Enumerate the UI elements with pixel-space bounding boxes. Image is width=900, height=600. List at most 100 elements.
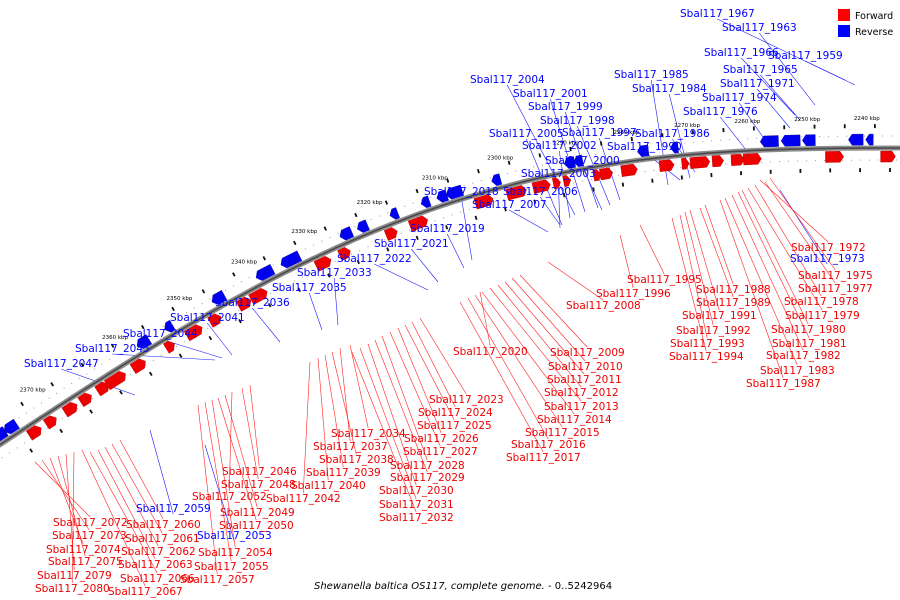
reverse-gene-label: Sbal117_1976 xyxy=(683,106,758,118)
reverse-gene xyxy=(637,144,650,158)
forward-gene-label: Sbal117_1972 xyxy=(791,242,866,254)
forward-gene xyxy=(689,156,711,169)
reverse-gene-label: Sbal117_1985 xyxy=(614,69,689,81)
kbp-tick-label: 2250 kbp xyxy=(794,117,820,123)
feature-mark xyxy=(354,212,358,218)
forward-leader-line xyxy=(397,327,442,434)
forward-gene-label: Sbal117_1980 xyxy=(771,324,846,336)
feature-mark xyxy=(171,306,175,312)
forward-gene xyxy=(531,179,551,194)
feature-mark xyxy=(446,178,450,183)
forward-leader-line xyxy=(519,274,588,348)
reverse-gene xyxy=(136,334,153,350)
forward-leader-line xyxy=(497,284,582,388)
reverse-gene-label: Sbal117_1997 xyxy=(562,127,637,139)
forward-gene xyxy=(103,370,126,391)
forward-leader-line xyxy=(731,194,804,351)
kbp-tick-label: 2310 kbp xyxy=(422,176,448,182)
forward-gene-label: Sbal117_2080 xyxy=(35,583,110,595)
reverse-gene-label: Sbal117_1971 xyxy=(720,78,795,90)
forward-gene-label: Sbal117_2074 xyxy=(46,544,121,556)
reverse-gene-label: Sbal117_2044 xyxy=(123,328,198,340)
feature-mark xyxy=(504,207,507,212)
forward-gene-label: Sbal117_2055 xyxy=(194,561,269,573)
forward-gene-label: Sbal117_2067 xyxy=(108,586,183,598)
feature-mark xyxy=(538,153,542,158)
reverse-gene-label: Sbal117_2041 xyxy=(170,312,245,324)
forward-leader-line xyxy=(317,357,329,481)
reverse-leader-line xyxy=(446,233,465,269)
forward-gene xyxy=(129,358,146,374)
forward-gene-label: Sbal117_2062 xyxy=(121,546,196,558)
forward-leader-line xyxy=(57,455,86,557)
forward-leader-line xyxy=(704,204,734,285)
forward-gene xyxy=(313,255,332,272)
feature-mark xyxy=(140,324,145,330)
forward-gene-label: Sbal117_2057 xyxy=(180,574,255,586)
feature-mark xyxy=(293,240,297,246)
forward-gene-label: Sbal117_2028 xyxy=(390,460,465,472)
forward-gene-label: Sbal117_2013 xyxy=(544,401,619,413)
feature-mark xyxy=(119,390,123,395)
legend-reverse-label: Reverse xyxy=(855,27,893,38)
forward-gene-label: Sbal117_2049 xyxy=(220,507,295,519)
feature-mark xyxy=(445,225,449,230)
forward-gene-label: Sbal117_1983 xyxy=(760,365,835,377)
kbp-ticks: 2240 kbp 2250 kbp 2260 kbp 2270 kbp 2280 kbp… xyxy=(20,116,891,453)
feature-mark xyxy=(327,273,331,278)
feature-mark xyxy=(20,401,24,407)
feature-mark xyxy=(386,247,390,252)
forward-gene-label: Sbal117_1995 xyxy=(627,274,702,286)
reverse-leader-line xyxy=(333,277,339,326)
forward-gene xyxy=(337,247,351,261)
forward-leader-line xyxy=(459,301,544,453)
forward-gene-label: Sbal117_2048 xyxy=(221,479,296,491)
reverse-gene-label: Sbal117_1963 xyxy=(722,22,797,34)
forward-gene xyxy=(599,167,614,181)
kbp-tick-label: 2350 kbp xyxy=(167,296,193,302)
forward-gene-label: Sbal117_2073 xyxy=(52,530,127,542)
reverse-gene xyxy=(255,264,276,281)
forward-gene-label: Sbal117_2010 xyxy=(548,361,623,373)
forward-leader-line xyxy=(759,179,829,243)
reverse-gene-label: Sbal117_2005 xyxy=(489,128,564,140)
kbp-tick-label: 2240 kbp xyxy=(854,116,880,122)
forward-leader-line xyxy=(719,199,784,379)
forward-gene-label: Sbal117_2009 xyxy=(550,347,625,359)
reverse-gene-label: Sbal117_2003 xyxy=(521,168,596,180)
forward-gene-label: Sbal117_2012 xyxy=(544,387,619,399)
forward-leader-line xyxy=(97,449,156,560)
feature-mark xyxy=(89,409,93,414)
forward-gene xyxy=(551,177,561,190)
forward-leader-line xyxy=(104,446,159,547)
forward-gene-label: Sbal117_2038 xyxy=(319,454,394,466)
reverse-gene-label: Sbal117_2007 xyxy=(472,199,547,211)
feature-mark xyxy=(415,235,419,241)
caption-range: - 0..5242964 xyxy=(545,581,612,592)
reverse-gene-label: Sbal117_2004 xyxy=(470,74,545,86)
feature-mark xyxy=(59,428,64,434)
forward-leader-line xyxy=(737,191,810,339)
forward-leader-line xyxy=(769,177,836,271)
legend-forward-label: Forward xyxy=(855,11,893,22)
forward-gene-label: Sbal117_1975 xyxy=(798,270,873,282)
reverse-leader-line xyxy=(204,444,235,542)
reverse-leader-line xyxy=(460,196,473,261)
reverse-gene-label: Sbal117_2018 xyxy=(424,186,499,198)
forward-leader-line xyxy=(511,277,586,362)
reverse-leader-line xyxy=(756,88,791,129)
forward-gene-label: Sbal117_2050 xyxy=(219,520,294,532)
forward-gene xyxy=(248,288,268,305)
kbp-tick-label: 2300 kbp xyxy=(487,156,513,162)
feature-mark xyxy=(533,199,537,204)
forward-gene-label: Sbal117_1987 xyxy=(746,378,821,390)
forward-leader-line xyxy=(481,291,575,415)
feature-mark xyxy=(630,136,633,142)
feature-mark xyxy=(50,382,55,387)
reverse-leader-line xyxy=(206,322,233,356)
forward-gene-label: Sbal117_2075 xyxy=(48,556,123,568)
forward-gene-label: Sbal117_2063 xyxy=(118,559,193,571)
forward-gene-label: Sbal117_2034 xyxy=(331,428,406,440)
forward-leader-line xyxy=(679,214,708,339)
forward-gene-label: Sbal117_2031 xyxy=(379,499,454,511)
